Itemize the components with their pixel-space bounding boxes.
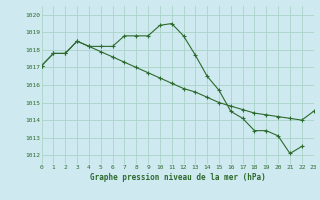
X-axis label: Graphe pression niveau de la mer (hPa): Graphe pression niveau de la mer (hPa) (90, 173, 266, 182)
